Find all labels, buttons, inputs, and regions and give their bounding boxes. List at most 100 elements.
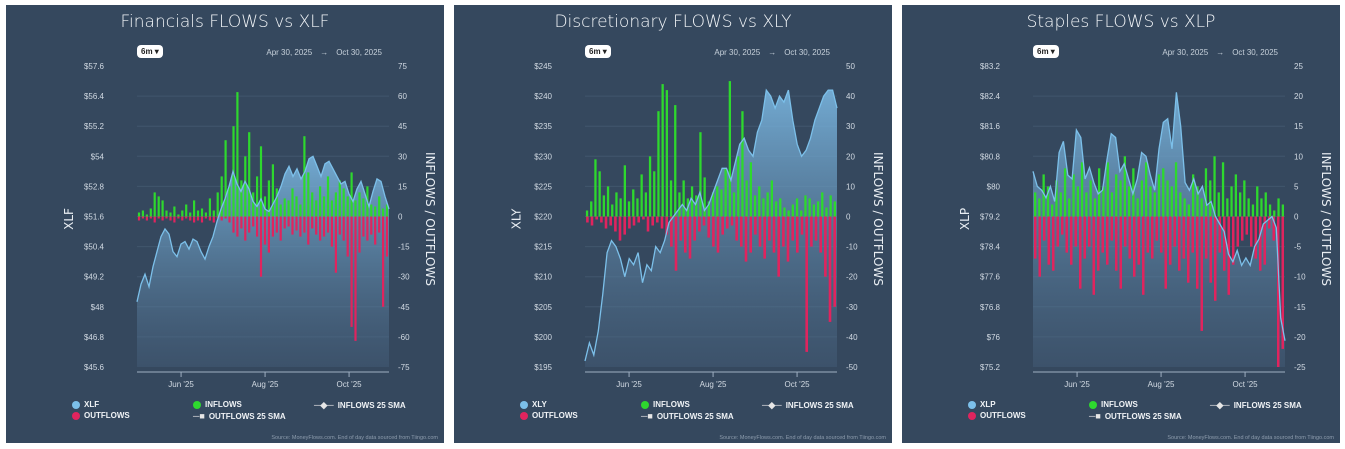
outflow-bar bbox=[350, 216, 353, 327]
source-note: Source: MoneyFlows.com. End of day data … bbox=[1167, 435, 1334, 441]
range-label: 6m bbox=[141, 47, 153, 56]
legend-label: INFLOWS 25 SMA bbox=[1233, 401, 1302, 410]
legend-inflows-sma[interactable]: ─◆─ INFLOWS 25 SMA bbox=[1210, 400, 1302, 411]
outflow-bar bbox=[782, 216, 785, 247]
y-tick-right: 45 bbox=[398, 122, 407, 131]
date-to[interactable]: Oct 30, 2025 bbox=[784, 48, 830, 57]
inflow-bar bbox=[1170, 186, 1173, 217]
inflow-bar bbox=[346, 196, 349, 217]
inflow-bar bbox=[378, 196, 381, 217]
inflow-bar bbox=[611, 204, 614, 217]
chevron-down-icon: ▾ bbox=[154, 47, 159, 56]
y-tick-right: 0 bbox=[1294, 213, 1299, 222]
date-from[interactable]: Apr 30, 2025 bbox=[714, 48, 761, 57]
y-tick-left: $56.4 bbox=[84, 92, 105, 101]
legend-dot-icon bbox=[520, 400, 528, 409]
outflow-bar bbox=[1205, 216, 1208, 259]
y-tick-left: $46.8 bbox=[84, 333, 105, 342]
outflow-bar bbox=[758, 216, 762, 247]
legend-outflows-sma[interactable]: ─■ OUTFLOWS 25 SMA bbox=[193, 411, 286, 421]
inflow-bar bbox=[1072, 174, 1075, 217]
inflow-bar bbox=[640, 174, 643, 217]
legend-outflows[interactable]: OUTFLOWS bbox=[72, 411, 130, 420]
outflow-bar bbox=[1101, 216, 1104, 253]
outflow-bar bbox=[1146, 216, 1149, 253]
legend-price[interactable]: XLY bbox=[520, 400, 547, 409]
inflow-bar bbox=[161, 200, 164, 217]
date-from[interactable]: Apr 30, 2025 bbox=[266, 48, 313, 57]
range-dropdown-button[interactable]: 6m ▾ bbox=[137, 45, 163, 58]
y-tick-right: 20 bbox=[846, 152, 855, 161]
inflow-bar bbox=[149, 208, 152, 217]
y-tick-left: $225 bbox=[534, 182, 552, 191]
legend-price[interactable]: XLF bbox=[72, 400, 99, 409]
legend-inflows-sma[interactable]: ─◆─ INFLOWS 25 SMA bbox=[762, 400, 854, 411]
y-tick-right: 50 bbox=[846, 62, 855, 71]
outflow-bar bbox=[805, 216, 808, 352]
outflow-bar bbox=[252, 216, 255, 227]
legend-inflows[interactable]: INFLOWS bbox=[641, 400, 690, 409]
inflow-bar bbox=[707, 201, 710, 217]
y-tick-left: $78.4 bbox=[980, 243, 1001, 252]
inflow-bar bbox=[252, 192, 255, 217]
plot-area: $245 $240 $235 $230 $225 $220 $215 $210 $205 $200… bbox=[534, 62, 858, 389]
date-to[interactable]: Oct 30, 2025 bbox=[336, 48, 382, 57]
y-tick-left: $79.2 bbox=[980, 213, 1001, 222]
outflow-bar bbox=[326, 216, 330, 233]
inflow-bar bbox=[703, 177, 706, 217]
outflow-bar bbox=[342, 216, 345, 241]
outflow-bar bbox=[330, 216, 333, 247]
inflow-bar bbox=[1192, 174, 1195, 217]
legend-inflows[interactable]: INFLOWS bbox=[193, 400, 242, 409]
legend-outflows[interactable]: OUTFLOWS bbox=[520, 411, 578, 420]
range-dropdown-button[interactable]: 6m ▾ bbox=[1033, 45, 1059, 58]
inflow-bar bbox=[1234, 174, 1237, 217]
inflow-bar bbox=[141, 210, 144, 217]
y-tick-right: 40 bbox=[846, 92, 855, 101]
outflow-bar bbox=[267, 216, 270, 253]
outflow-bar bbox=[319, 216, 322, 241]
outflow-bar bbox=[604, 216, 608, 229]
outflow-bar bbox=[1241, 216, 1244, 241]
inflow-bar bbox=[1196, 186, 1199, 217]
outflow-bar bbox=[1223, 216, 1226, 271]
legend-dot-icon bbox=[72, 411, 80, 420]
y-tick-left: $235 bbox=[534, 122, 552, 131]
outflow-bar bbox=[819, 216, 822, 253]
outflow-bar bbox=[595, 216, 598, 220]
inflow-bar bbox=[1273, 210, 1276, 217]
legend-inflows[interactable]: INFLOWS bbox=[1089, 400, 1138, 409]
y-tick-left: $80 bbox=[987, 182, 1001, 191]
inflow-bar bbox=[303, 136, 306, 217]
outflow-bar bbox=[646, 216, 650, 232]
inflow-bar bbox=[224, 140, 227, 217]
inflow-bar bbox=[1166, 180, 1169, 217]
outflow-bar bbox=[1070, 216, 1073, 265]
inflow-bar bbox=[804, 195, 807, 217]
y-tick-left: $51.6 bbox=[84, 213, 105, 222]
legend-label: OUTFLOWS 25 SMA bbox=[208, 411, 286, 421]
legend-outflows[interactable]: OUTFLOWS bbox=[968, 411, 1026, 420]
legend-outflows-sma[interactable]: ─■ OUTFLOWS 25 SMA bbox=[1089, 411, 1182, 421]
inflow-bar bbox=[299, 204, 302, 217]
outflow-bar bbox=[1259, 216, 1262, 271]
outflow-bar bbox=[307, 216, 310, 245]
inflow-bar bbox=[602, 195, 605, 217]
outflow-bar bbox=[173, 216, 176, 223]
outflow-bar bbox=[1088, 216, 1091, 247]
inflow-bar bbox=[354, 200, 357, 217]
inflow-bar bbox=[385, 204, 389, 217]
range-dropdown-button[interactable]: 6m ▾ bbox=[585, 45, 611, 58]
outflow-bar bbox=[362, 216, 365, 237]
date-to[interactable]: Oct 30, 2025 bbox=[1232, 48, 1278, 57]
y-tick-right: 15 bbox=[398, 182, 407, 191]
price-line bbox=[136, 155, 390, 302]
y-tick-right: -25 bbox=[1294, 363, 1306, 372]
legend-inflows-sma[interactable]: ─◆─ INFLOWS 25 SMA bbox=[314, 400, 406, 411]
outflow-bar bbox=[200, 216, 204, 223]
legend-price[interactable]: XLP bbox=[968, 400, 996, 409]
date-from[interactable]: Apr 30, 2025 bbox=[1162, 48, 1209, 57]
outflow-bar bbox=[688, 216, 692, 259]
legend-outflows-sma[interactable]: ─■ OUTFLOWS 25 SMA bbox=[641, 411, 734, 421]
inflow-bar bbox=[695, 195, 698, 217]
